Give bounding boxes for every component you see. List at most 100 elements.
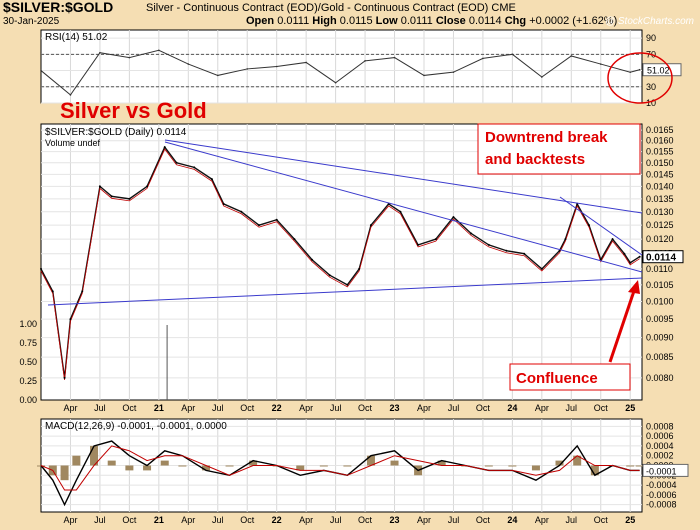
price-x-tick-label: Apr xyxy=(181,403,195,413)
price-down-overlay xyxy=(40,148,640,380)
high-label: High xyxy=(312,15,337,27)
macd-y-tick-label: 0.0004 xyxy=(646,441,674,451)
price-x-tick-label: 21 xyxy=(154,403,164,413)
rsi-panel xyxy=(40,29,643,104)
macd-last-value-box xyxy=(642,463,689,477)
price-title: $SILVER:$GOLD (Daily) 0.0114 xyxy=(45,127,187,138)
price-point xyxy=(505,249,508,252)
rsi-point xyxy=(99,51,101,54)
rsi-title: RSI(14) 51.02 xyxy=(45,32,108,43)
price-point xyxy=(210,178,213,181)
macd-x-tick-label: Apr xyxy=(299,515,313,525)
macd-histogram-bar xyxy=(635,465,644,467)
chart-symbol-title: $SILVER:$GOLD xyxy=(3,0,114,15)
macd-histogram-bar xyxy=(319,465,328,467)
macd-x-tick-label: 23 xyxy=(390,515,400,525)
chart-header: $SILVER:$GOLD Silver - Continuous Contra… xyxy=(0,0,700,30)
macd-last-value-label: -0.0001 xyxy=(646,466,677,476)
price-y-tick-label: 0.0090 xyxy=(646,333,674,343)
macd-histogram-bar xyxy=(343,465,352,467)
open-value: 0.0111 xyxy=(277,15,310,27)
rsi-point xyxy=(511,53,514,56)
macd-x-tick-label: Oct xyxy=(240,515,255,525)
rsi-point xyxy=(638,68,641,71)
price-x-tick-label: Oct xyxy=(240,403,255,413)
rsi-y-tick-label: 10 xyxy=(646,98,656,108)
price-point xyxy=(275,218,278,221)
macd-x-tick-label: Apr xyxy=(181,515,195,525)
high-value: 0.0115 xyxy=(339,15,373,27)
chart-subtitle: Silver - Continuous Contract (EOD)/Gold … xyxy=(146,2,516,14)
price-point xyxy=(258,224,261,227)
price-point xyxy=(328,274,331,277)
macd-y-tick-label: 0.0002 xyxy=(646,451,674,461)
macd-y-tick-label: -0.0008 xyxy=(646,500,677,510)
volume-y-tick-label: 0.00 xyxy=(19,395,37,405)
rsi-point xyxy=(128,56,131,59)
price-point xyxy=(163,146,166,149)
price-point xyxy=(629,261,632,264)
rsi-point xyxy=(364,60,366,62)
rsi-point xyxy=(541,76,543,78)
price-point xyxy=(98,185,101,188)
price-point xyxy=(487,243,490,246)
price-x-tick-label: Oct xyxy=(358,403,373,413)
volume-label: Volume undef xyxy=(45,138,101,148)
rsi-point xyxy=(158,49,160,52)
chg-value: +0.0002 (+1.62%) xyxy=(529,15,618,27)
open-label: Open xyxy=(246,15,275,27)
rsi-point xyxy=(452,71,455,73)
macd-x-tick-label: Apr xyxy=(417,515,431,525)
price-y-tick-label: 0.0140 xyxy=(646,181,674,191)
price-x-tick-label: Jul xyxy=(566,403,578,413)
price-x-tick-label: Jul xyxy=(330,403,342,413)
price-point xyxy=(293,238,296,241)
macd-histogram-bar xyxy=(178,465,187,467)
macd-histogram-bar xyxy=(555,460,564,466)
price-y-tick-label: 0.0100 xyxy=(646,297,674,307)
upper-downtrend-line xyxy=(164,139,643,214)
price-last-value-label: 0.0114 xyxy=(646,253,676,264)
rsi-point xyxy=(187,63,190,65)
price-point xyxy=(558,249,561,252)
macd-histogram-bar xyxy=(366,455,375,466)
macd-x-tick-label: 24 xyxy=(507,515,517,525)
price-x-tick-label: Apr xyxy=(535,403,549,413)
rsi-y-tick-label: 90 xyxy=(646,33,656,43)
price-y-tick-label: 0.0165 xyxy=(646,125,674,135)
price-y-tick-label: 0.0105 xyxy=(646,280,674,290)
macd-histogram-bar xyxy=(60,465,69,481)
price-point xyxy=(358,267,361,270)
price-x-tick-label: 25 xyxy=(625,403,635,413)
volume-y-tick-label: 0.50 xyxy=(19,357,37,367)
price-x-tick-label: Oct xyxy=(476,403,491,413)
macd-histogram-bar xyxy=(437,460,446,466)
price-y-tick-label: 0.0155 xyxy=(646,147,674,157)
price-x-tick-label: Jul xyxy=(94,403,106,413)
downtrend-annotation-line2: and backtests xyxy=(485,151,585,168)
macd-x-tick-label: Jul xyxy=(94,515,106,525)
price-y-tick-label: 0.0150 xyxy=(646,158,674,168)
close-label: Close xyxy=(435,15,466,27)
price-point xyxy=(346,283,349,286)
macd-y-tick-label: 0.0008 xyxy=(646,421,674,431)
confluence-arrow-head xyxy=(628,280,640,294)
volume-y-tick-label: 0.75 xyxy=(19,338,37,348)
price-point xyxy=(587,224,590,227)
price-x-tick-label: Jul xyxy=(448,403,460,413)
price-y-tick-label: 0.0145 xyxy=(646,169,674,179)
macd-histogram-bar xyxy=(573,455,582,466)
price-point xyxy=(193,166,196,169)
price-y-tick-label: 0.0095 xyxy=(646,314,674,324)
price-x-tick-label: Apr xyxy=(417,403,431,413)
price-y-tick-label: 0.0080 xyxy=(646,373,674,383)
macd-x-tick-label: Jul xyxy=(448,515,460,525)
macd-histogram-bar xyxy=(531,465,540,471)
price-point xyxy=(399,210,402,213)
macd-signal-line xyxy=(40,445,640,491)
macd-x-tick-label: Jul xyxy=(330,515,342,525)
price-point xyxy=(175,161,178,164)
rsi-point xyxy=(629,71,632,73)
price-y-tick-label: 0.0135 xyxy=(646,194,674,204)
rsi-point xyxy=(40,69,42,72)
